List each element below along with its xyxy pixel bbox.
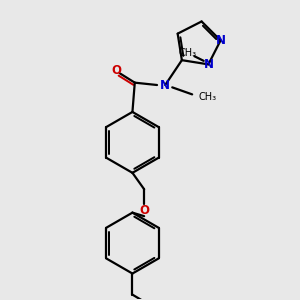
- Text: N: N: [160, 79, 170, 92]
- Text: O: O: [111, 64, 121, 77]
- Text: N: N: [216, 34, 226, 47]
- Text: CH₃: CH₃: [178, 48, 196, 58]
- Text: O: O: [139, 204, 149, 217]
- Text: N: N: [203, 58, 213, 71]
- Text: CH₃: CH₃: [198, 92, 216, 102]
